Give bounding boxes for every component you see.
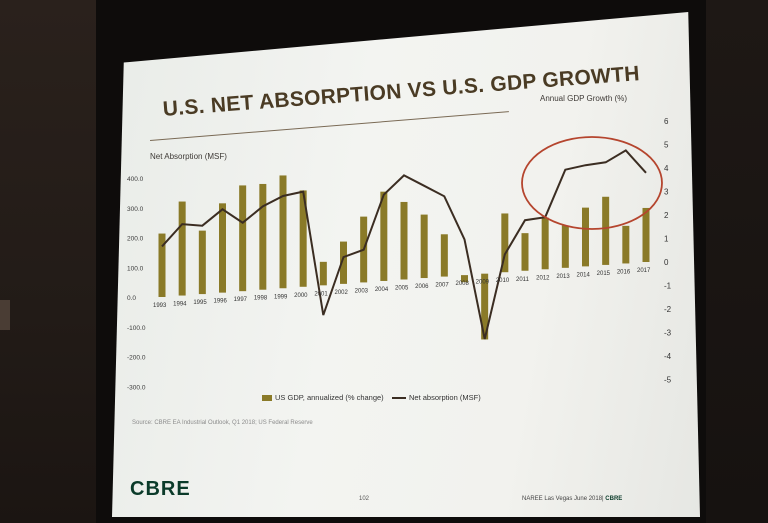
year-tick-label: 2017 <box>637 268 651 274</box>
year-tick-label: 2010 <box>496 278 510 284</box>
year-tick-label: 2001 <box>314 291 328 297</box>
right-tick-label: 3 <box>664 188 669 197</box>
year-tick-label: 2004 <box>375 287 389 293</box>
gdp-bar <box>380 191 388 281</box>
year-tick-label: 1993 <box>153 303 167 309</box>
year-tick-label: 2012 <box>536 275 550 281</box>
right-tick-label: -1 <box>664 282 672 291</box>
podium-edge <box>0 300 10 330</box>
year-tick-label: 2007 <box>435 283 449 289</box>
gdp-bar <box>622 225 630 264</box>
legend-bar-swatch <box>262 395 272 402</box>
year-tick-label: 2000 <box>294 293 308 299</box>
year-tick-label: 1995 <box>193 300 207 306</box>
gdp-bar <box>219 203 226 293</box>
legend-bar-label: US GDP, annualized (% change) <box>275 393 384 402</box>
left-tick-label: 100.0 <box>127 265 144 272</box>
left-tick-label: 200.0 <box>127 236 144 243</box>
gdp-bar <box>541 217 549 270</box>
footer-brand: CBRE <box>605 496 623 502</box>
right-tick-label: 5 <box>664 141 669 150</box>
left-tick-label: 300.0 <box>127 206 144 213</box>
gdp-bar <box>239 185 247 292</box>
gdp-bar <box>440 234 448 277</box>
year-tick-label: 1994 <box>173 302 187 308</box>
legend-bar: US GDP, annualized (% change) <box>262 393 384 402</box>
page-number: 102 <box>359 496 370 502</box>
gdp-bar <box>178 201 186 296</box>
gdp-bar <box>299 190 307 287</box>
legend-line-swatch <box>392 397 406 400</box>
gdp-bar <box>340 241 347 284</box>
gdp-bar <box>481 273 489 340</box>
year-tick-label: 2011 <box>516 277 530 283</box>
right-tick-label: -2 <box>664 305 672 314</box>
gdp-bar <box>561 225 569 268</box>
year-tick-label: 2013 <box>556 274 570 280</box>
year-tick-label: 1997 <box>234 297 248 303</box>
right-tick-label: 2 <box>664 211 669 220</box>
left-tick-label: -300.0 <box>127 384 146 391</box>
year-tick-label: 2006 <box>415 284 429 290</box>
right-tick-label: 6 <box>664 117 669 126</box>
footer-event-text: NAREE Las Vegas June 2018| <box>522 496 604 502</box>
right-tick-label: 0 <box>664 258 669 267</box>
left-tick-label: -200.0 <box>127 355 146 362</box>
left-tick-label: 400.0 <box>127 176 144 183</box>
gdp-bar <box>319 261 327 286</box>
gdp-bar <box>400 201 408 280</box>
right-tick-label: 4 <box>664 164 669 173</box>
gdp-bar <box>420 214 428 279</box>
gdp-bar <box>158 233 166 297</box>
cbre-logo: CBRE <box>130 478 191 500</box>
room-wall-right <box>698 0 768 523</box>
year-tick-label: 2003 <box>355 288 369 294</box>
year-tick-label: 1998 <box>254 296 268 302</box>
left-tick-label: 0.0 <box>127 295 136 302</box>
year-tick-label: 2002 <box>335 290 349 296</box>
right-tick-label: 1 <box>664 235 669 244</box>
gdp-bar <box>642 207 650 262</box>
gdp-bar <box>582 207 589 267</box>
year-tick-label: 2015 <box>597 271 611 277</box>
right-tick-label: -3 <box>664 329 672 338</box>
gdp-bar <box>279 175 287 289</box>
net-absorption-line <box>161 149 647 340</box>
right-tick-label: -4 <box>664 352 672 361</box>
room-wall-left <box>0 0 110 523</box>
legend-line-label: Net absorption (MSF) <box>409 393 481 402</box>
right-axis-label: Annual GDP Growth (%) <box>540 94 627 103</box>
gdp-bar <box>461 275 468 283</box>
highlight-oval <box>521 136 663 230</box>
left-axis-label: Net Absorption (MSF) <box>150 152 227 161</box>
source-note: Source: CBRE EA Industrial Outlook, Q1 2… <box>132 420 313 426</box>
gdp-bar <box>521 233 529 271</box>
year-tick-label: 2014 <box>577 272 591 278</box>
gdp-bar <box>198 230 206 295</box>
gdp-bar <box>501 213 509 273</box>
legend-line: Net absorption (MSF) <box>392 393 481 402</box>
year-tick-label: 2008 <box>456 281 470 287</box>
year-tick-label: 2009 <box>476 280 490 286</box>
footer-event: NAREE Las Vegas June 2018| CBRE <box>522 496 622 502</box>
year-tick-label: 2016 <box>617 269 631 275</box>
year-tick-label: 1996 <box>214 299 228 305</box>
left-tick-label: -100.0 <box>127 325 146 332</box>
gdp-bar <box>602 196 610 265</box>
right-tick-label: -5 <box>664 376 672 385</box>
gdp-bar <box>259 183 267 290</box>
year-tick-label: 1999 <box>274 294 288 300</box>
year-tick-label: 2005 <box>395 286 409 292</box>
